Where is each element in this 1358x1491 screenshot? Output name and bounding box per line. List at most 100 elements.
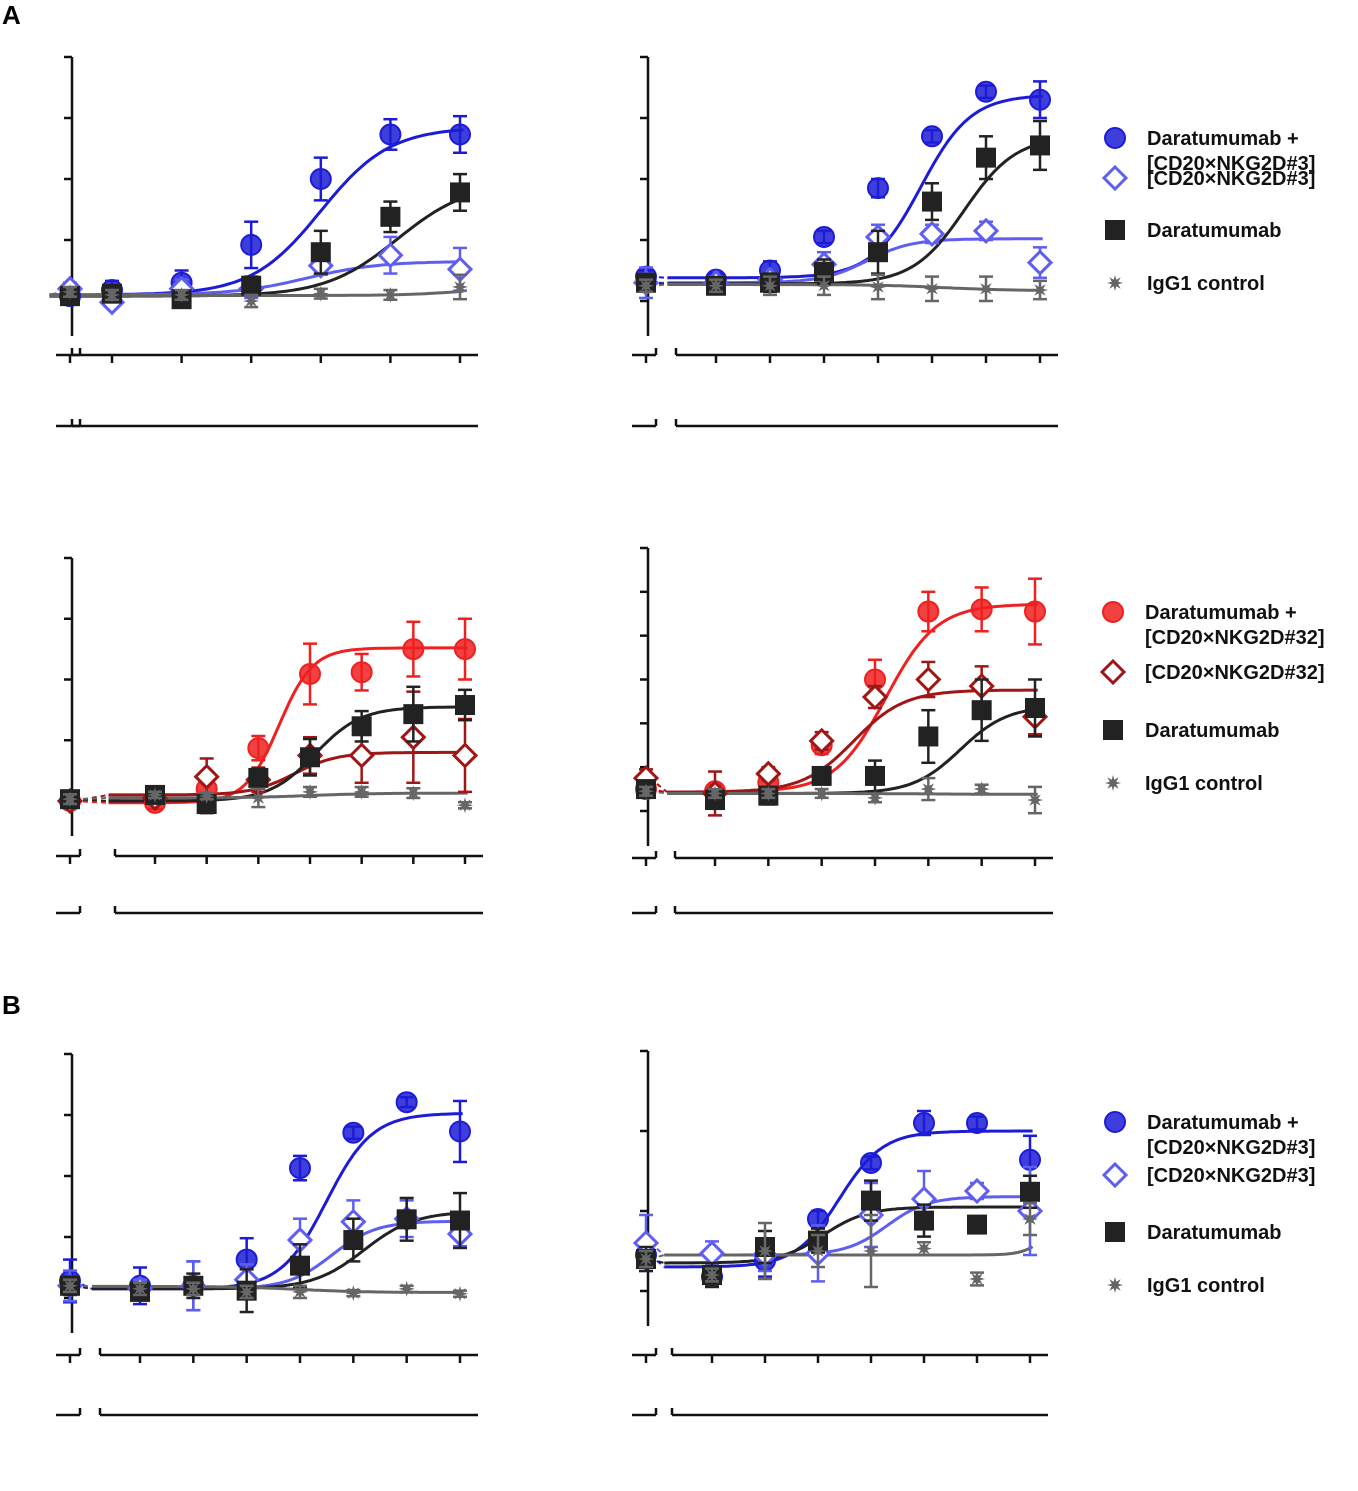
data-point-star [1032,282,1048,298]
data-point-star [353,783,370,800]
data-point-diamond [1026,249,1054,276]
data-point-square [310,242,331,263]
data-point-diamond [861,683,889,711]
data-point-square [914,1210,934,1231]
data-point-star [916,1240,932,1257]
data-point-diamond [918,220,946,248]
data-point-circle [860,1152,882,1174]
zero-connector [73,796,109,801]
panel-label-a: A [2,0,21,30]
data-point-circle [289,1157,311,1180]
data-point-square [450,1210,470,1231]
data-point-square [1020,1181,1040,1202]
legend-marker-square [1105,1222,1125,1242]
data-point-circle [402,638,425,661]
legend-label-line: Daratumumab + [1147,128,1299,150]
data-point-star [1022,1211,1038,1227]
data-point-square [241,275,262,296]
fit-curve-square [664,1205,1033,1265]
legend-label: Daratumumab [1147,220,1281,242]
legend-marker-star [1107,275,1123,291]
data-point-star [302,783,318,800]
legend-3: Daratumumab + [CD20×NKG2D#3] [CD20×NKG2D#3… [1101,1111,1315,1297]
data-point-circle [454,638,476,661]
data-point-circle [342,1121,365,1144]
data-point-star [104,286,120,303]
legend-label-line: [CD20×NKG2D#32] [1145,627,1325,649]
data-point-square [300,747,320,768]
legend-label: [CD20×NKG2D#3] [1147,168,1315,190]
data-point-star [707,785,723,802]
legend-label: Daratumumab [1147,1222,1281,1244]
legend-label: IgG1 control [1145,773,1263,795]
chart-panel-3 [56,556,483,915]
data-point-star [292,1283,308,1300]
data-point-square [971,700,992,721]
data-point-square [868,242,888,263]
data-point-star [924,280,940,297]
legend-label: IgG1 control [1147,1275,1265,1297]
data-point-square [343,1230,364,1251]
data-point-diamond [755,760,782,787]
data-point-star [457,797,473,814]
data-point-square [351,716,372,737]
data-point-diamond [972,217,1000,244]
data-point-diamond [348,742,375,769]
data-point-circle [299,663,321,686]
data-point-square [290,1255,310,1276]
data-point-star [62,283,78,300]
data-point-star [704,1267,720,1283]
data-point-star [452,1285,468,1302]
data-point-star [238,1283,255,1300]
data-point-circle [240,233,263,256]
legend-marker-circle [1104,127,1126,149]
data-point-star [185,1280,202,1297]
data-point-diamond [451,742,479,769]
data-point-square [403,704,424,725]
legend-marker-diamond [1101,164,1129,192]
data-point-circle [449,1120,471,1143]
data-point-star [870,279,886,295]
data-point-star [132,1280,148,1297]
data-point-star [173,286,190,303]
legend-marker-square [1105,220,1125,240]
data-point-star [978,280,994,297]
data-point-square [861,1190,881,1211]
data-point-diamond [808,727,835,754]
data-point-circle [449,123,471,146]
data-point-star [62,791,78,808]
legend-label: [CD20×NKG2D#32] [1145,662,1325,684]
data-point-circle [970,598,993,621]
data-point-circle [247,737,270,760]
legend-label: [CD20×NKG2D#3] [1147,1165,1315,1187]
data-point-star [312,285,329,302]
data-point-circle [379,123,402,146]
data-point-star [973,781,990,798]
data-point-star [760,785,777,802]
data-point-star [147,786,163,803]
data-point-diamond [915,666,942,693]
legend-label: Daratumumab + [CD20×NKG2D#3] [1147,128,1315,175]
fit-curve-star [664,1245,1034,1257]
data-point-square [865,765,885,786]
data-point-star [62,1277,78,1294]
data-point-circle [975,80,997,103]
legend-2: Daratumumab + [CD20×NKG2D#32] [CD20×NKG2D#… [1099,601,1325,795]
fit-curve-circle [49,128,464,297]
chart-panel-4 [632,546,1053,915]
data-point-star [345,1285,362,1302]
legend-1: Daratumumab + [CD20×NKG2D#3][CD20×NKG2D#3… [1101,127,1315,295]
data-point-square [450,182,470,203]
data-point-square [455,695,475,716]
data-point-star [757,1243,773,1259]
data-point-circle [867,177,889,200]
chart-panel-2 [632,55,1058,428]
data-point-circle [350,661,373,684]
legend-marker-square [1103,720,1123,740]
fit-curve-diamond [108,750,468,797]
data-point-star [969,1271,985,1287]
data-point-star [708,277,724,294]
data-point-circle [309,168,332,190]
data-point-square [380,206,401,227]
data-point-star [867,789,883,806]
